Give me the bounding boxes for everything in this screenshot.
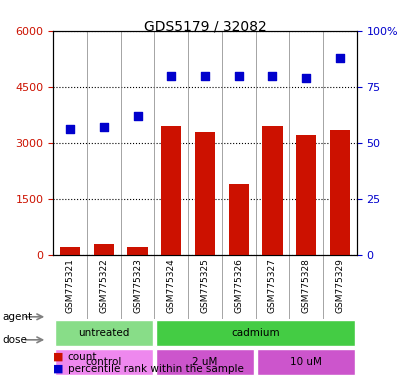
Bar	[127, 247, 147, 255]
Text: GSM775327: GSM775327	[267, 258, 276, 313]
FancyBboxPatch shape	[256, 349, 354, 375]
Text: GSM775328: GSM775328	[301, 258, 310, 313]
Text: control: control	[85, 357, 122, 367]
Bar	[194, 131, 215, 255]
FancyBboxPatch shape	[55, 349, 153, 375]
Text: percentile rank within the sample: percentile rank within the sample	[67, 364, 243, 374]
FancyBboxPatch shape	[156, 349, 253, 375]
Bar	[295, 135, 315, 255]
Text: untreated: untreated	[78, 328, 129, 338]
FancyBboxPatch shape	[156, 320, 354, 346]
Text: count: count	[67, 352, 97, 362]
Text: dose: dose	[2, 335, 27, 345]
Text: GSM775324: GSM775324	[166, 258, 175, 313]
Point	[201, 73, 208, 79]
Text: GSM775326: GSM775326	[234, 258, 243, 313]
Bar	[60, 247, 80, 255]
Point	[235, 73, 241, 79]
Text: ■: ■	[53, 364, 64, 374]
Bar	[94, 244, 114, 255]
Point	[67, 126, 73, 132]
Text: cadmium: cadmium	[231, 328, 279, 338]
Text: GSM775322: GSM775322	[99, 258, 108, 313]
Text: GSM775321: GSM775321	[65, 258, 74, 313]
Point	[134, 113, 141, 119]
Text: GSM775325: GSM775325	[200, 258, 209, 313]
Point	[168, 73, 174, 79]
Bar	[161, 126, 181, 255]
Text: GSM775329: GSM775329	[335, 258, 344, 313]
Bar	[329, 130, 349, 255]
Text: ■: ■	[53, 352, 64, 362]
Text: 10 uM: 10 uM	[290, 357, 321, 367]
Text: agent: agent	[2, 312, 32, 322]
Text: GDS5179 / 32082: GDS5179 / 32082	[143, 19, 266, 33]
Text: GSM775323: GSM775323	[133, 258, 142, 313]
Bar	[228, 184, 248, 255]
Point	[302, 74, 309, 81]
Point	[100, 124, 107, 130]
Bar	[262, 126, 282, 255]
FancyBboxPatch shape	[55, 320, 153, 346]
Text: 2 uM: 2 uM	[192, 357, 217, 367]
Point	[268, 73, 275, 79]
Point	[336, 55, 342, 61]
